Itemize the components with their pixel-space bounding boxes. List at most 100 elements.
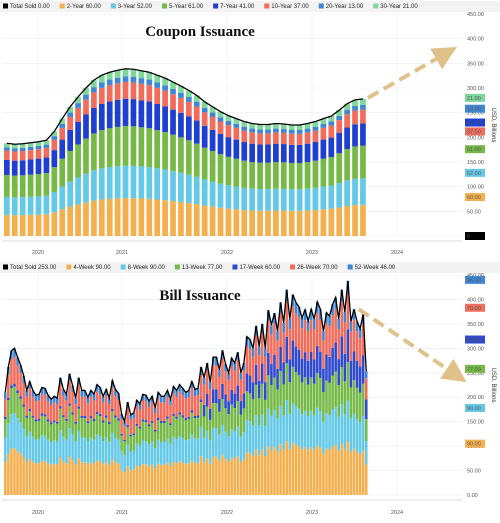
bar-segment [304, 132, 311, 144]
bar-segment [135, 425, 139, 444]
bar-segment [325, 312, 328, 324]
bar-segment [74, 441, 77, 465]
bar-segment [75, 121, 81, 145]
y-tick-label: 150.00 [467, 420, 484, 426]
bar-segment [349, 387, 353, 419]
legend-item: 20-Year 13.00 [326, 4, 364, 10]
bar-segment [352, 319, 356, 352]
bar-segment [312, 121, 319, 127]
bar-segment [10, 448, 13, 495]
bar-segment [245, 391, 249, 420]
value-badge-label: 70.00 [467, 306, 481, 312]
bar-segment [304, 188, 311, 211]
bar-segment [11, 175, 18, 198]
bar-segment [225, 156, 232, 186]
bar-segment [154, 130, 161, 169]
legend-swatch [110, 3, 116, 9]
value-badge [465, 364, 485, 373]
bar-segment [331, 347, 334, 376]
bar-segment [141, 421, 145, 441]
bar-segment [221, 358, 224, 384]
bar-segment [83, 437, 87, 463]
bar-segment [74, 423, 77, 442]
bar-segment [67, 181, 74, 207]
bar-segment [328, 382, 331, 415]
bar-segment [4, 196, 10, 215]
bar-segment [19, 453, 22, 495]
bar-segment [215, 403, 218, 429]
bar-segment [218, 434, 221, 461]
bar-segment [98, 103, 105, 131]
bar-segment [364, 399, 368, 419]
bar-segment [117, 439, 120, 464]
bar-segment [22, 382, 25, 405]
bar-segment [37, 463, 41, 495]
bar-segment [135, 406, 139, 424]
bar-segment [230, 404, 233, 430]
bar-segment [101, 402, 105, 421]
bar-segment [147, 466, 151, 495]
bar-segment [141, 419, 145, 422]
bar-segment [51, 167, 58, 192]
bar-segment [361, 324, 365, 356]
bar-segment [205, 430, 209, 459]
bar-segment [162, 78, 168, 86]
bar-segment [172, 415, 175, 437]
value-badge-label: 77.00 [467, 367, 481, 373]
bar-segment [190, 412, 194, 435]
bar-segment [178, 112, 184, 138]
bar-segment [98, 199, 105, 236]
bar-segment [117, 399, 120, 419]
bar-segment [68, 381, 71, 404]
bar-segment [114, 198, 121, 236]
bar-segment [227, 401, 230, 415]
bar-segment [336, 183, 343, 208]
bar-segment [331, 375, 334, 410]
bar-segment [236, 385, 240, 402]
bar-segment [227, 414, 230, 437]
bar-segment [265, 124, 271, 130]
y-tick-label: 200.00 [467, 135, 484, 141]
bar-segment [296, 144, 303, 163]
bar-segment [22, 404, 25, 407]
bar-segment [43, 147, 50, 158]
bar-segment [303, 447, 307, 495]
bar-segment [163, 396, 166, 403]
bar-segment [300, 358, 304, 383]
bar-segment [141, 440, 145, 465]
bar-segment [126, 425, 129, 428]
bar-segment [288, 319, 292, 330]
bar-segment [248, 375, 252, 394]
legend-swatch [59, 3, 65, 9]
bar-segment [46, 401, 50, 420]
legend-item: 8-Week 90.00 [128, 265, 166, 271]
bar-segment [51, 139, 58, 151]
bar-segment [10, 359, 13, 386]
bar-segment [337, 329, 341, 360]
bar-segment [273, 161, 279, 189]
bar-segment [319, 351, 322, 378]
bar-segment [280, 162, 287, 189]
bar-segment [144, 464, 148, 495]
bar-segment [4, 392, 7, 399]
bar-segment [19, 175, 26, 198]
bar-segment [343, 312, 347, 323]
bar-segment [331, 304, 334, 316]
bar-segment [355, 321, 359, 332]
bar-segment [227, 372, 230, 380]
legend-item: 26-Week 70.00 [297, 265, 338, 271]
bar-segment [7, 400, 10, 424]
bar-segment [59, 430, 62, 459]
bar-segment [276, 331, 279, 341]
bar-segment [56, 404, 59, 422]
bar-segment [288, 413, 292, 450]
bar-segment [172, 393, 175, 414]
bar-segment [186, 116, 192, 141]
bar-segment [169, 425, 172, 444]
bar-segment [267, 320, 270, 353]
bar-segment [241, 126, 248, 131]
bar-segment [249, 188, 256, 211]
bar-segment [212, 456, 215, 495]
bar-segment [209, 206, 216, 236]
bar-segment [288, 449, 292, 495]
